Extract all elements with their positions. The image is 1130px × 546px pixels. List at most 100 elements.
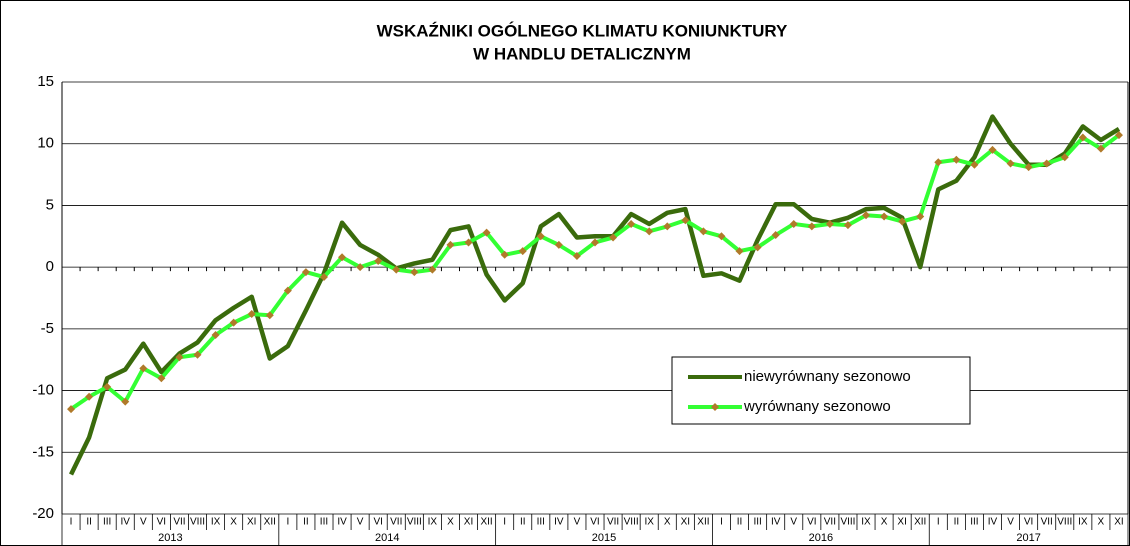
marker [338,253,347,262]
x-tick-label: I [937,517,940,528]
marker [988,145,997,154]
x-tick-label: IV [337,517,347,528]
marker [880,212,889,221]
x-tick-label: XI [897,517,906,528]
x-tick-label: IX [861,517,871,528]
legend-box [671,356,971,425]
x-tick-label: VII [173,517,185,528]
marker [229,318,238,327]
marker [139,364,148,373]
x-tick-label: IV [771,517,781,528]
x-tick-label: XII [264,517,276,528]
x-tick-label: X [447,517,454,528]
marker [753,243,762,252]
x-tick-label: III [753,517,761,528]
x-tick-label: VIII [624,517,639,528]
marker [572,252,581,261]
x-tick-label: IX [1078,517,1088,528]
x-tick-label: X [664,517,671,528]
y-tick-label: 0 [46,258,54,275]
marker [392,265,401,274]
x-tick-label: XI [464,517,473,528]
year-label: 2013 [158,532,182,544]
marker [898,217,907,226]
y-tick-label: 15 [37,73,54,90]
marker [934,158,943,167]
x-tick-label: VIII [407,517,422,528]
marker [518,247,527,256]
marker [916,212,925,221]
marker [103,382,112,391]
x-tick-label: VII [607,517,619,528]
x-tick-label: XI [1114,517,1123,528]
marker [536,232,545,241]
marker [301,268,310,277]
y-tick-label: -10 [32,382,54,399]
chart-title: W HANDLU DETALICZNYM [473,44,691,63]
x-tick-label: III [103,517,111,528]
year-label: 2014 [375,532,399,544]
y-tick-label: -15 [32,443,54,460]
marker [446,240,455,249]
x-tick-label: II [737,517,743,528]
marker [789,219,798,228]
x-tick-label: III [970,517,978,528]
chart-title: WSKAŹNIKI OGÓLNEGO KLIMATU KONIUNKTURY [377,21,788,40]
marker [554,240,563,249]
x-tick-label: IX [644,517,654,528]
marker [970,160,979,169]
x-tick-label: III [537,517,545,528]
x-tick-label: VIII [190,517,205,528]
marker [717,232,726,241]
y-tick-label: -5 [41,320,54,337]
series-line [69,114,1121,476]
x-tick-label: XII [914,517,926,528]
x-tick-label: VII [824,517,836,528]
x-tick-label: IV [554,517,564,528]
marker [609,233,618,242]
x-tick-label: VI [157,517,166,528]
marker [283,286,292,295]
marker [1024,163,1033,172]
marker [319,273,328,282]
marker [645,227,654,236]
marker [157,374,166,383]
x-tick-label: VI [807,517,816,528]
x-tick-label: IX [428,517,438,528]
marker [247,310,256,319]
x-tick-label: VII [390,517,402,528]
marker [663,222,672,231]
x-tick-label: II [303,517,309,528]
marker [735,247,744,256]
marker [862,211,871,220]
x-tick-label: V [140,517,147,528]
marker [771,231,780,240]
marker [85,392,94,401]
x-tick-label: VII [1041,517,1053,528]
x-tick-label: I [720,517,723,528]
x-tick-label: II [954,517,960,528]
x-tick-label: VI [1024,517,1033,528]
marker [374,256,383,265]
y-tick-label: -20 [32,505,54,522]
marker [843,221,852,230]
marker [1114,131,1123,140]
x-tick-label: V [574,517,581,528]
x-tick-label: II [520,517,526,528]
marker [681,216,690,225]
marker [67,405,76,414]
x-tick-label: VIII [840,517,855,528]
marker [1042,159,1051,168]
x-tick-label: V [790,517,797,528]
marker [699,227,708,236]
x-tick-label: I [70,517,73,528]
y-tick-label: 10 [37,135,54,152]
x-tick-label: VIII [1057,517,1072,528]
marker [464,238,473,247]
year-label: 2015 [592,532,616,544]
x-tick-label: XI [681,517,690,528]
x-tick-label: V [1007,517,1014,528]
x-tick-label: XII [697,517,709,528]
x-tick-label: III [320,517,328,528]
